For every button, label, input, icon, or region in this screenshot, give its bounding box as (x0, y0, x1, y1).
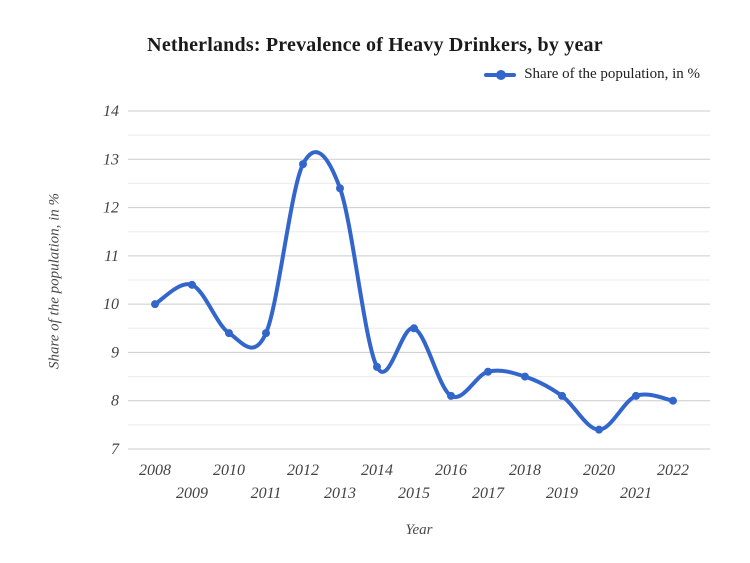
data-point (373, 362, 381, 371)
data-point (669, 396, 677, 405)
data-point (447, 391, 455, 400)
x-tick-label: 2013 (324, 485, 356, 502)
data-point (632, 391, 640, 400)
y-tick-label: 8 (111, 393, 119, 410)
x-tick-label: 2017 (472, 485, 505, 502)
x-tick-label: 2008 (139, 462, 171, 479)
x-tick-label: 2021 (620, 485, 652, 502)
x-tick-label: 2014 (361, 462, 393, 479)
x-tick-label: 2019 (546, 485, 578, 502)
x-tick-label: 2009 (176, 485, 208, 502)
data-point (484, 367, 492, 376)
x-tick-label: 2015 (398, 485, 430, 502)
data-point (521, 372, 529, 381)
data-point (225, 329, 233, 338)
y-tick-label: 13 (103, 151, 119, 168)
x-tick-label: 2012 (287, 462, 319, 479)
chart-title: Netherlands: Prevalence of Heavy Drinker… (147, 34, 603, 56)
x-axis-title: Year (405, 522, 433, 538)
data-point (262, 329, 270, 338)
y-tick-label: 11 (104, 248, 119, 265)
x-tick-label: 2018 (509, 462, 541, 479)
y-tick-label: 12 (103, 200, 119, 217)
data-point (299, 160, 307, 169)
legend-line-dot-icon (484, 69, 517, 80)
y-tick-label: 10 (103, 296, 119, 313)
data-point (336, 184, 344, 193)
y-tick-label: 7 (111, 441, 120, 458)
series-line (153, 150, 675, 432)
legend: Share of the population, in % (484, 66, 700, 83)
data-point (558, 391, 566, 400)
x-tick-label: 2010 (213, 462, 245, 479)
data-point (151, 300, 159, 309)
legend-label: Share of the population, in % (524, 66, 700, 82)
y-tick-label: 9 (111, 344, 119, 361)
x-tick-label: 2011 (251, 485, 282, 502)
x-tick-label: 2022 (657, 462, 689, 479)
x-tick-label: 2020 (583, 462, 615, 479)
legend-dot-icon (496, 69, 507, 80)
y-tick-label: 14 (103, 103, 119, 120)
data-point (188, 280, 196, 289)
x-tick-label: 2016 (435, 462, 467, 479)
data-point (595, 425, 603, 434)
data-point (410, 324, 418, 333)
